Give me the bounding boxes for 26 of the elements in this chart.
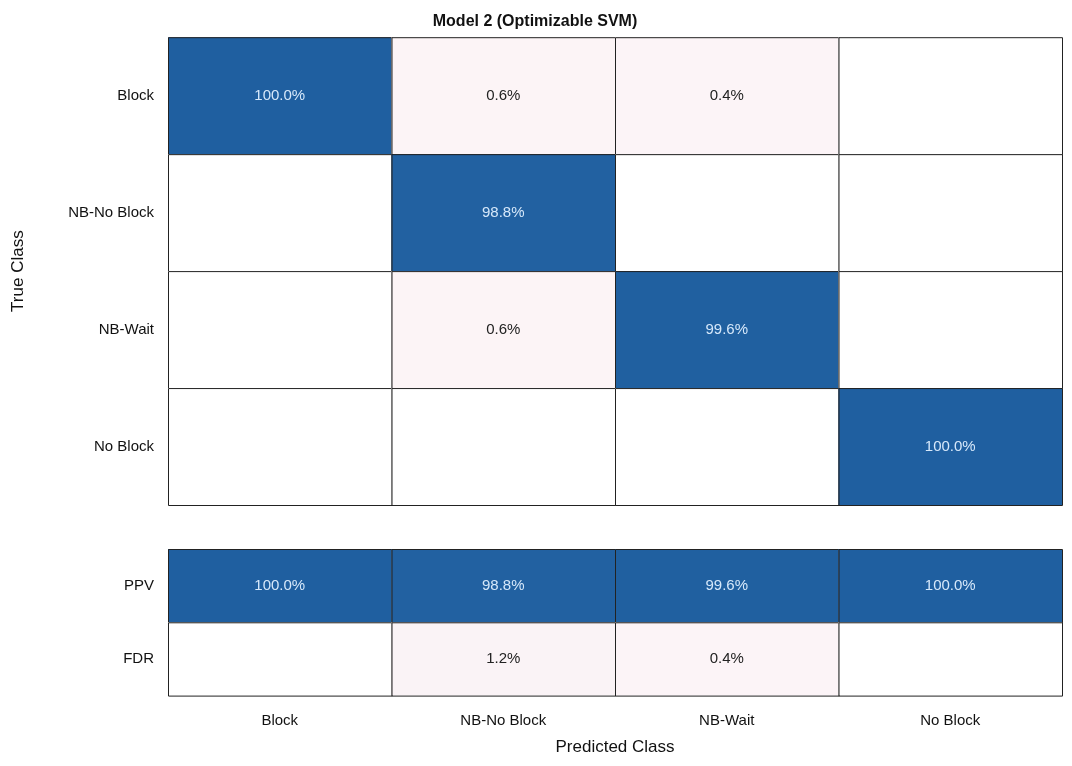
- data-label: 0.4%: [709, 649, 744, 667]
- x-tick-label: NB-No Block: [460, 710, 547, 728]
- y-tick-label: FDR: [123, 649, 155, 667]
- y-tick-label: Block: [117, 85, 155, 103]
- data-label: 99.6%: [705, 575, 749, 593]
- data-label: 98.8%: [481, 202, 525, 220]
- data-label: 100.0%: [254, 85, 306, 103]
- data-label: 0.6%: [486, 85, 521, 103]
- data-label: 99.6%: [705, 319, 749, 337]
- x-tick-label: NB-Wait: [699, 710, 756, 728]
- data-label: 1.2%: [486, 649, 521, 667]
- chart-title: Model 2 (Optimizable SVM): [432, 12, 638, 30]
- y-tick-label: No Block: [93, 436, 155, 454]
- x-tick-label: No Block: [920, 710, 981, 728]
- x-tick-label: Block: [261, 710, 299, 728]
- y-axis-title: True Class: [7, 230, 27, 312]
- data-label: 100.0%: [924, 436, 976, 454]
- data-label: 0.4%: [709, 85, 744, 103]
- data-label: 0.6%: [486, 319, 521, 337]
- x-axis-title: Predicted Class: [555, 737, 675, 757]
- data-label: 98.8%: [481, 575, 525, 593]
- data-label: 100.0%: [254, 575, 306, 593]
- y-tick-label: NB-No Block: [68, 202, 155, 220]
- y-tick-label: PPV: [123, 575, 154, 593]
- data-label: 100.0%: [924, 575, 976, 593]
- y-tick-label: NB-Wait: [98, 319, 155, 337]
